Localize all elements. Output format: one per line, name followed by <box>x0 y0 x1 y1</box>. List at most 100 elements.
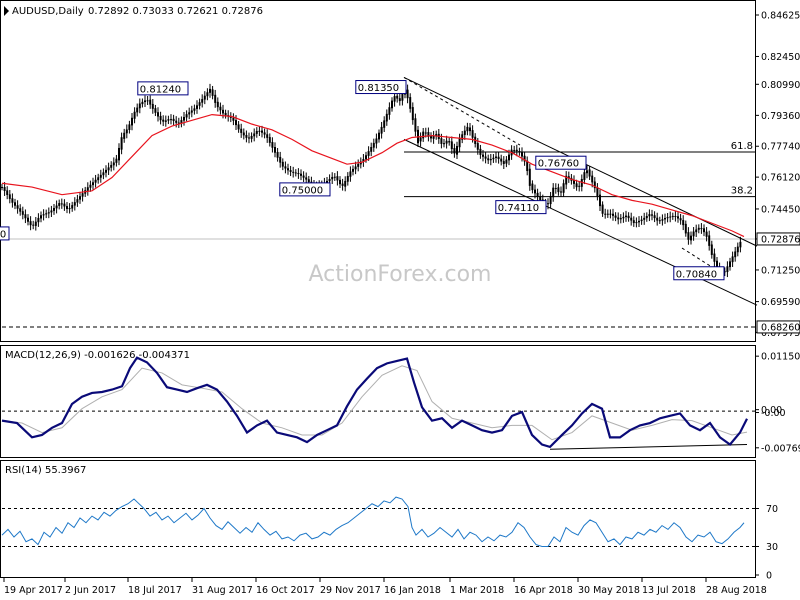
price-candle <box>289 165 292 177</box>
candle-body <box>232 117 235 121</box>
price-candle <box>344 176 347 192</box>
price-candle <box>346 172 349 186</box>
candle-body <box>229 116 232 118</box>
price-label: 0.76760 <box>535 155 587 170</box>
candle-body <box>458 138 461 148</box>
collapse-triangle-icon[interactable] <box>4 6 9 16</box>
candle-body <box>398 98 401 102</box>
candle-body <box>170 119 172 121</box>
price-candle <box>138 98 141 114</box>
candle-body <box>24 214 27 219</box>
candle-body <box>713 253 716 262</box>
price-candle <box>240 123 243 138</box>
candle-body <box>630 217 633 221</box>
candle-body <box>263 132 266 135</box>
price-candle <box>422 127 425 142</box>
price-candle <box>500 154 503 166</box>
price-candle <box>513 145 516 155</box>
candle-body <box>94 179 97 183</box>
candle-body <box>118 147 120 161</box>
moving-average-line <box>1 113 745 238</box>
price-candle <box>658 216 661 224</box>
axis-layer: 0.84625 0.82450 0.80990 0.79360 0.77740 0.761… <box>3 11 800 596</box>
candle-body <box>502 161 505 164</box>
price-candle <box>599 189 601 212</box>
candle-body <box>487 158 490 161</box>
candle-body <box>289 170 292 172</box>
price-candle <box>632 216 635 227</box>
price-candle <box>331 172 334 185</box>
date-axis-tick: 16 Jan 2018 <box>383 578 441 596</box>
candle-body <box>253 133 256 137</box>
price-candle <box>687 227 690 245</box>
price-candle <box>123 128 126 143</box>
candle-body <box>271 142 274 148</box>
price-candle <box>708 230 711 251</box>
price-candle <box>578 180 581 192</box>
candle-body <box>172 118 175 121</box>
price-candle <box>679 213 682 225</box>
candle-body <box>554 187 557 189</box>
candle-body <box>110 164 113 168</box>
price-label-text: 0.75000 <box>282 185 323 196</box>
macd-panel-frame <box>0 345 756 458</box>
candle-body <box>601 204 604 214</box>
price-candle <box>575 179 578 191</box>
candle-body <box>606 213 609 215</box>
support-level-box <box>756 320 800 334</box>
price-candle <box>229 112 232 123</box>
candle-body <box>240 128 243 133</box>
price-candle <box>729 257 731 271</box>
price-candle <box>518 147 521 156</box>
candle-body <box>578 185 581 187</box>
price-candle <box>284 161 287 174</box>
price-candle <box>406 84 409 104</box>
price-candle <box>497 152 500 164</box>
candle-body <box>687 232 690 240</box>
candle-body <box>450 141 453 150</box>
price-candle <box>466 122 469 136</box>
candle-body <box>484 156 487 159</box>
candle-body <box>255 130 258 134</box>
date-axis-tick: 19 Apr 2017 <box>3 578 63 596</box>
candle-body <box>731 256 734 263</box>
rsi-axis-tick: 30 <box>755 542 778 553</box>
candle-body <box>528 168 531 186</box>
macd-axis-tick: 0.00 <box>755 405 782 416</box>
price-candle <box>684 220 687 237</box>
price-axis-tick: 0.72876 <box>755 232 800 246</box>
price-candle <box>112 157 115 171</box>
price-candle <box>349 166 352 182</box>
price-candle <box>339 176 341 188</box>
candle-body <box>666 217 669 219</box>
price-axis-tick-label: 0.80990 <box>761 80 800 91</box>
candle-body <box>180 120 183 124</box>
candle-body <box>73 202 76 206</box>
price-label-text: 0.81350 <box>358 83 399 94</box>
candle-body <box>193 108 196 111</box>
candle-body <box>588 169 591 177</box>
price-candle <box>53 204 55 215</box>
price-candle <box>705 227 708 242</box>
candle-body <box>612 213 614 216</box>
date-axis-tick-label: 16 Jan 2018 <box>384 585 441 596</box>
price-axis-tick-label: 0.69590 <box>761 297 800 308</box>
price-candle <box>703 224 705 237</box>
candle-body <box>677 216 679 219</box>
candle-body <box>144 100 146 103</box>
rsi-axis-tick-label: 30 <box>766 542 778 553</box>
price-candle <box>19 204 22 216</box>
candle-body <box>609 213 612 215</box>
date-axis-tick-label: 18 Jul 2017 <box>128 585 182 596</box>
price-candle <box>690 231 692 245</box>
price-label-text: 0.81240 <box>140 84 181 95</box>
candle-body <box>112 162 115 166</box>
price-candle <box>89 180 92 192</box>
candle-body <box>700 228 703 230</box>
price-axis-tick-label: 0.84625 <box>761 11 800 22</box>
price-candle <box>367 146 370 161</box>
price-candle <box>193 104 196 115</box>
candle-body <box>344 180 347 187</box>
candle-body <box>469 127 471 132</box>
candle-body <box>393 96 396 102</box>
